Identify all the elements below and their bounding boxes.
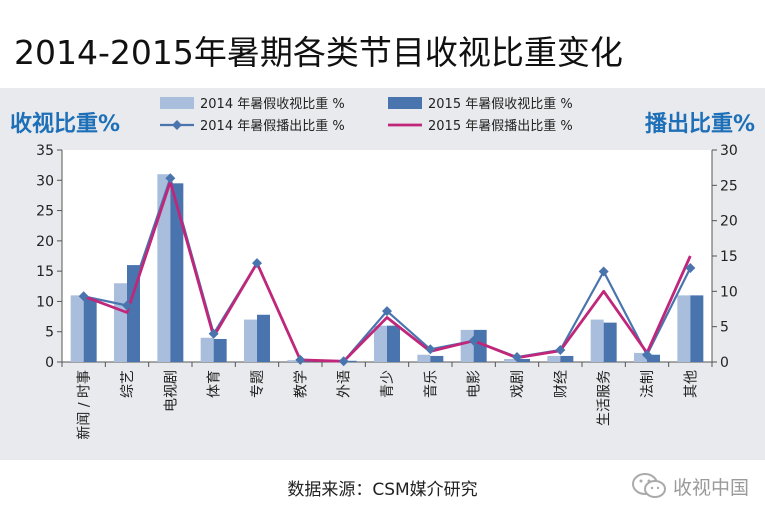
y-left-tick-label: 10 <box>36 294 54 310</box>
y-right-tick-label: 20 <box>720 214 738 230</box>
bar-2015 <box>647 354 660 362</box>
y-right-tick-label: 25 <box>720 178 738 194</box>
bar-2014 <box>244 319 257 362</box>
marker-2014 <box>338 356 349 367</box>
marker-2014 <box>425 344 436 355</box>
bar-2014 <box>460 329 474 362</box>
bar-2015 <box>560 355 574 362</box>
bar-2015 <box>343 360 357 362</box>
watermark-text: 收视中国 <box>672 476 749 499</box>
bar-2015 <box>127 265 140 362</box>
legend-label: 2015 年暑假播出比重 % <box>428 118 573 134</box>
bar-2015 <box>257 314 270 362</box>
legend-marker <box>172 120 182 130</box>
x-category-label: 青少 <box>380 370 396 398</box>
x-category-label: 体育 <box>207 370 223 398</box>
bar-2014 <box>634 352 647 362</box>
bar-2014 <box>157 174 171 362</box>
x-category-label: 外语 <box>337 370 353 398</box>
bar-2015 <box>517 358 530 362</box>
bar-2014 <box>114 283 127 362</box>
bar-2014 <box>504 358 517 362</box>
bar-2014 <box>200 337 214 362</box>
y-right-tick-label: 10 <box>720 284 738 300</box>
x-category-label: 电视剧 <box>163 370 179 412</box>
bar-2015 <box>430 355 444 362</box>
bar-2015 <box>170 183 184 362</box>
marker-2014 <box>78 291 89 302</box>
x-category-label: 法制 <box>640 370 656 398</box>
y-right-tick-label: 5 <box>720 320 729 336</box>
y-right-tick-label: 15 <box>720 249 738 265</box>
x-category-label: 专题 <box>250 370 266 398</box>
bar-2014 <box>70 295 84 362</box>
x-category-label: 综艺 <box>120 370 136 398</box>
marker-2014 <box>598 266 609 277</box>
x-category-label: 戏剧 <box>510 370 526 398</box>
y-axis-right-title: 播出比重% <box>644 112 755 137</box>
marker-2014 <box>642 349 652 360</box>
y-axis-left-title: 收视比重% <box>10 112 121 137</box>
y-right-tick-label: 30 <box>720 143 738 159</box>
x-category-label: 新闻 / 时事 <box>77 370 93 440</box>
marker-2014 <box>512 352 522 363</box>
y-left-tick-label: 30 <box>36 173 54 189</box>
y-left-tick-label: 20 <box>36 234 54 250</box>
legend-label: 2014 年暑假播出比重 % <box>200 118 345 134</box>
x-category-label: 电影 <box>467 370 483 398</box>
marker-2014 <box>382 306 392 317</box>
marker-2014 <box>468 335 479 346</box>
x-category-label: 其他 <box>683 370 699 398</box>
wechat-icon <box>631 473 666 498</box>
marker-2014 <box>295 354 306 365</box>
legend-swatch <box>160 97 194 109</box>
x-category-label: 音乐 <box>422 370 439 398</box>
bar-2014 <box>590 319 604 362</box>
legend: 2014 年暑假收视比重 % 2015 年暑假收视比重 % 2014 年暑假播出比重… <box>160 96 573 134</box>
bar-2014 <box>287 360 301 362</box>
marker-2014 <box>165 173 176 184</box>
bar-2014 <box>677 295 691 362</box>
marker-2014 <box>208 328 219 339</box>
legend-label: 2015 年暑假收视比重 % <box>428 96 573 112</box>
bar-2014 <box>417 354 431 362</box>
y-left-tick-label: 5 <box>45 325 54 341</box>
bar-2015 <box>83 298 97 362</box>
marker-2014 <box>122 300 132 311</box>
bar-2015 <box>473 329 487 362</box>
bar-2015 <box>603 322 617 362</box>
marker-2014 <box>555 344 566 355</box>
y-left-tick-label: 35 <box>36 143 54 159</box>
page-title: 2014-2015年暑期各类节目收视比重变化 <box>14 33 623 72</box>
x-category-label: 教学 <box>293 370 309 398</box>
y-left-tick-label: 0 <box>45 355 54 371</box>
y-left-tick-label: 25 <box>36 204 54 220</box>
line-2015 <box>83 180 692 363</box>
legend-label: 2014 年暑假收视比重 % <box>200 96 345 112</box>
marker-2014 <box>252 258 262 269</box>
y-right-tick-label: 0 <box>720 355 729 371</box>
bar-2015 <box>690 295 704 362</box>
watermark: 收视中国 <box>631 472 749 500</box>
bar-2014 <box>374 325 387 362</box>
source-note: 数据来源：CSM媒介研究 <box>287 480 478 500</box>
plot-area: 0 5 10 15 20 25 30 35 0 5 10 15 20 25 30 新闻 / 时事 综艺 电视剧 体育… <box>36 143 738 440</box>
bar-2015 <box>387 325 400 362</box>
x-category-label: 生活服务 <box>597 370 613 426</box>
marker-2014 <box>685 263 696 274</box>
bar-2014 <box>547 355 561 362</box>
bar-2015 <box>213 338 227 362</box>
legend-swatch <box>388 97 422 109</box>
y-left-tick-label: 15 <box>36 264 54 280</box>
x-category-label: 财经 <box>553 370 569 398</box>
